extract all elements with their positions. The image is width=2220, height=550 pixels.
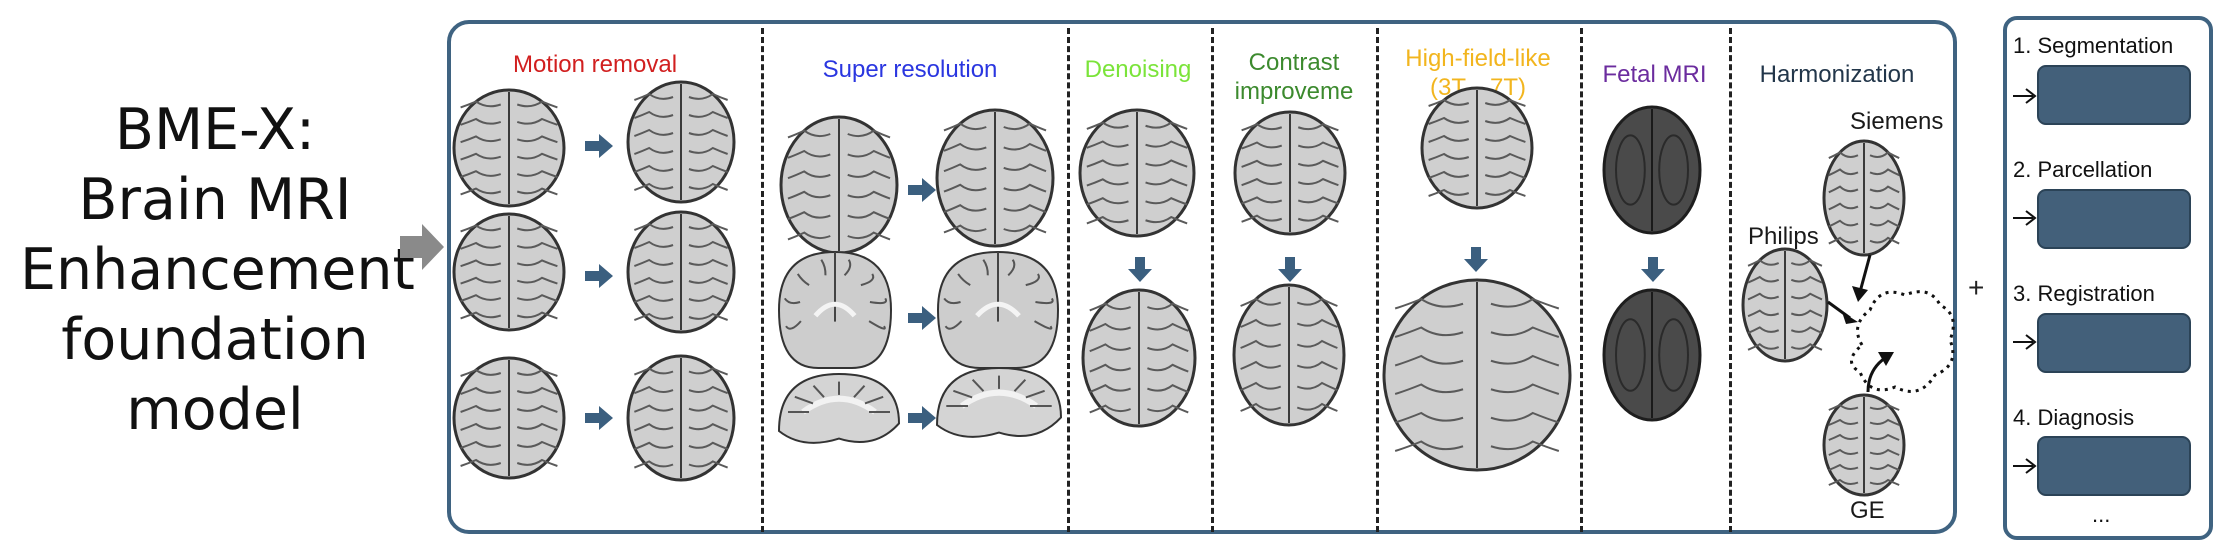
column-label-motion-removal: Motion removal (512, 51, 678, 78)
right-arrow-icon (908, 406, 936, 430)
input-arrow-icon (400, 224, 444, 270)
task-ellipsis: ... (2092, 502, 2111, 527)
brain-ge (1822, 393, 1906, 497)
brain-low-contrast (1233, 110, 1347, 236)
down-arrow-icon (1128, 257, 1152, 282)
brain-noisy (1078, 108, 1196, 238)
brain-motion-input (452, 212, 566, 332)
harmonized-target-cloud (1850, 290, 1955, 393)
label-line: High-field-like (1405, 45, 1551, 72)
task-label-segmentation: 1. Segmentation (2013, 33, 2174, 58)
brain-philips (1741, 247, 1829, 363)
column-label-super-resolution: Super resolution (822, 56, 998, 83)
brain-lowres-sagittal (777, 372, 901, 444)
right-arrow-icon (585, 134, 613, 158)
column-label-contrast: Contrast improveme (1213, 48, 1375, 106)
right-arrow-icon (908, 178, 936, 202)
vendor-label-siemens: Siemens (1850, 108, 1944, 135)
label-line: Contrast (1248, 49, 1340, 76)
task-box-diagnosis (2037, 436, 2191, 496)
arrowhead-icon (2025, 88, 2037, 104)
brain-motion-output (626, 210, 736, 334)
brain-fetal-output (1602, 288, 1702, 422)
arrowhead-icon (1842, 312, 1858, 324)
downstream-tasks-panel (2003, 16, 2213, 540)
column-separator (1580, 28, 1583, 532)
title-line: model (126, 377, 304, 443)
down-arrow-icon (1278, 257, 1302, 282)
arrowhead-icon (1878, 352, 1894, 366)
column-label-harmonization: Harmonization (1759, 61, 1915, 88)
brain-motion-input (452, 356, 566, 480)
task-box-segmentation (2037, 65, 2191, 125)
brain-7t-like (1382, 278, 1572, 472)
arrowhead-icon (2025, 334, 2037, 350)
model-title: BME-X: Brain MRI Enhancement foundation … (20, 95, 415, 445)
harmonization-arrow-siemens (1858, 254, 1872, 293)
column-label-denoising: Denoising (1084, 56, 1192, 83)
brain-highres-sagittal (935, 366, 1063, 438)
task-label-diagnosis: 4. Diagnosis (2013, 405, 2135, 430)
arrowhead-icon (2025, 458, 2037, 474)
brain-highres-axial (935, 108, 1055, 248)
title-line: Brain MRI (78, 167, 352, 233)
task-box-registration (2037, 313, 2191, 373)
label-line: improveme (1234, 78, 1354, 105)
harmonization-arrow-ge (1866, 356, 1886, 393)
column-separator (1729, 28, 1732, 532)
brain-highres-coronal (936, 250, 1060, 369)
task-label-registration: 3. Registration (2013, 281, 2155, 306)
title-line: Enhancement (20, 237, 415, 303)
brain-motion-output (626, 80, 736, 204)
arrowhead-icon (1852, 286, 1868, 302)
task-box-parcellation (2037, 189, 2191, 249)
column-separator (1376, 28, 1379, 532)
brain-denoised (1081, 288, 1197, 428)
brain-lowres-axial (779, 115, 899, 255)
plus-sign: + (1968, 272, 1985, 303)
column-label-fetal-mri: Fetal MRI (1602, 61, 1707, 88)
right-arrow-icon (908, 306, 936, 330)
brain-siemens (1822, 139, 1906, 257)
brain-improved-contrast (1232, 283, 1346, 427)
arrowhead-icon (2025, 210, 2037, 226)
column-separator (1211, 28, 1214, 532)
brain-lowres-coronal (777, 250, 893, 369)
brain-3t (1420, 86, 1534, 210)
title-line: foundation (61, 307, 369, 373)
vendor-label-philips: Philips (1748, 223, 1819, 250)
title-line: BME-X: (114, 97, 316, 163)
right-arrow-icon (585, 406, 613, 430)
enhancement-tasks-panel (447, 20, 1957, 534)
column-separator (1067, 28, 1070, 532)
down-arrow-icon (1641, 257, 1665, 282)
right-arrow-icon (585, 264, 613, 288)
vendor-label-ge: GE (1850, 497, 1885, 524)
brain-motion-input (452, 88, 566, 208)
brain-fetal-input (1602, 105, 1702, 235)
down-arrow-icon (1464, 247, 1488, 272)
column-label-high-field: High-field-like (3T→7T) (1378, 44, 1578, 102)
brain-motion-output (626, 354, 736, 482)
column-separator (761, 28, 764, 532)
task-label-parcellation: 2. Parcellation (2013, 157, 2153, 182)
